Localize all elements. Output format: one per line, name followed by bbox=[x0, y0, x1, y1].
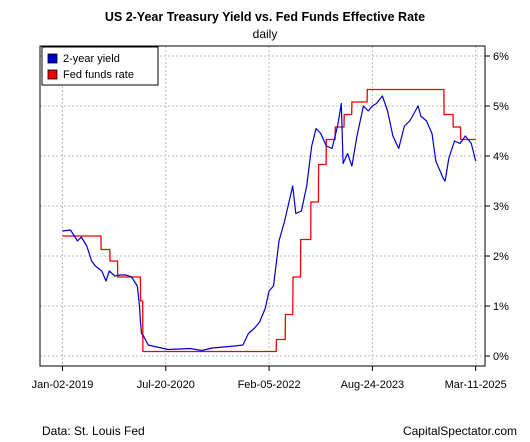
y-tick-label: 5% bbox=[493, 101, 509, 113]
series-layer bbox=[62, 88, 477, 353]
legend: 2-year yield Fed funds rate bbox=[41, 46, 159, 86]
x-tick-label: Jul-20-2020 bbox=[137, 379, 195, 391]
y-tick-label: 6% bbox=[493, 51, 509, 63]
legend-label-fed-funds-rate: Fed funds rate bbox=[63, 69, 134, 81]
y-tick-label: 4% bbox=[493, 151, 509, 163]
x-tick-label: Aug-24-2023 bbox=[341, 379, 405, 391]
y-tick-label: 1% bbox=[493, 301, 509, 313]
x-tick-label: Feb-05-2022 bbox=[238, 379, 301, 391]
grid bbox=[40, 46, 485, 366]
y-tick-label: 3% bbox=[493, 201, 509, 213]
series-line-fed-funds-rate bbox=[62, 88, 476, 353]
legend-swatch-2-year-yield bbox=[47, 53, 58, 64]
brand-credit: CapitalSpectator.com bbox=[403, 424, 517, 438]
legend-swatch-fed-funds-rate bbox=[47, 69, 58, 80]
y-tick-label: 0% bbox=[493, 351, 509, 363]
axes: 0% 1% 2% 3% 4% 5% 6% Jan-02-2019 Jul-20-2020 Feb-… bbox=[32, 51, 510, 391]
y-tick-label: 2% bbox=[493, 251, 509, 263]
source-note: Data: St. Louis Fed bbox=[42, 424, 145, 438]
series-line-2-year-yield bbox=[62, 95, 477, 352]
chart-title: US 2-Year Treasury Yield vs. Fed Funds E… bbox=[105, 10, 425, 24]
x-tick-label: Mar-11-2025 bbox=[445, 379, 507, 391]
legend-box bbox=[41, 46, 159, 86]
x-tick-label: Jan-02-2019 bbox=[32, 379, 94, 391]
plot-frame bbox=[39, 45, 486, 367]
chart-subtitle: daily bbox=[253, 27, 278, 41]
legend-label-2-year-yield: 2-year yield bbox=[63, 53, 120, 65]
